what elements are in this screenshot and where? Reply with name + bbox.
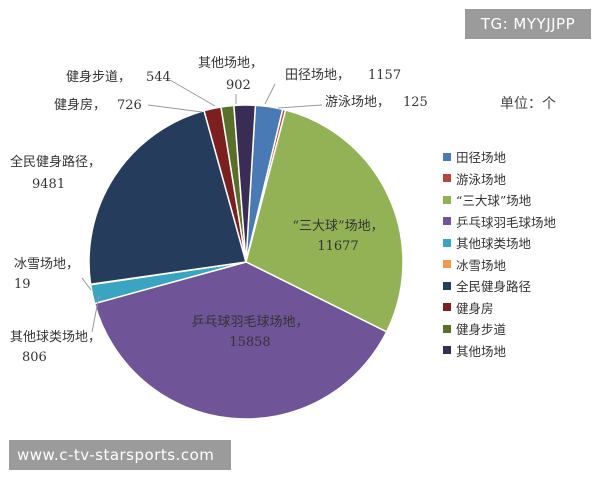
leader-line <box>147 104 203 113</box>
legend-item: 乒乓球羽毛球场地 <box>443 211 556 233</box>
slice-name-label: 乒乓球羽毛球场地， <box>191 315 308 330</box>
legend-label: 其他球类场地 <box>456 236 532 252</box>
slice-name-label: “三大球”场地， <box>292 219 383 234</box>
watermark-top: TG: MYYJJPP <box>465 9 591 39</box>
slice-value-label: 125 <box>403 95 428 110</box>
pie-slice <box>88 109 247 286</box>
leader-line <box>264 83 276 105</box>
unit-label: 单位：个 <box>500 96 556 112</box>
legend-label: 游泳场地 <box>456 171 507 187</box>
slice-name-label: 其他场地， <box>198 56 263 71</box>
legend-item: 健身步道 <box>443 318 556 340</box>
watermark-bottom: www.c-tv-starsports.com <box>9 440 231 470</box>
slice-value-label: 806 <box>22 350 47 365</box>
slice-value-label: 1157 <box>368 68 401 83</box>
legend-swatch <box>443 281 451 290</box>
legend-item: 健身房 <box>443 297 556 319</box>
slice-name-label: 健身房， <box>54 97 106 113</box>
leader-line <box>91 295 100 333</box>
legend-item: 其他场地 <box>443 340 556 362</box>
legend-swatch <box>443 195 451 204</box>
legend-swatch <box>443 174 451 183</box>
leader-line <box>169 79 216 107</box>
legend-item: 其他球类场地 <box>443 232 556 254</box>
leader-line <box>81 277 92 291</box>
legend-swatch <box>443 238 451 247</box>
pie-slice <box>245 109 404 333</box>
legend-item: 游泳场地 <box>443 168 556 190</box>
legend-label: 田径场地 <box>456 150 507 166</box>
legend-label: 健身步道 <box>456 322 507 338</box>
slice-name-label: 其他球类场地， <box>10 330 101 345</box>
legend-label: 冰雪场地 <box>456 257 507 273</box>
slice-name-label: 游泳场地， <box>325 95 390 110</box>
legend-item: “三大球”场地 <box>443 189 556 211</box>
pie-slice <box>93 261 388 420</box>
legend: 田径场地游泳场地 “三大球”场地乒乓球羽毛球场地 其他球类场地 冰雪场地全民健身路径健… <box>443 146 556 361</box>
slice-value-label: 544 <box>146 70 171 85</box>
slice-name-label: 健身步道， <box>66 69 131 85</box>
legend-label: “三大球”场地 <box>456 193 532 209</box>
legend-swatch <box>443 324 451 333</box>
leader-line <box>277 104 323 109</box>
slice-name-label: 全民健身路径， <box>10 154 101 170</box>
legend-swatch <box>443 260 451 269</box>
pie-slice <box>233 104 257 263</box>
legend-swatch <box>443 303 451 312</box>
legend-swatch <box>443 217 451 226</box>
slice-value-label: 11677 <box>317 239 358 254</box>
legend-item: 全民健身路径 <box>443 275 556 297</box>
slice-name-label: 田径场地， <box>285 68 350 83</box>
legend-item: 冰雪场地 <box>443 254 556 276</box>
slice-value-label: 9481 <box>32 177 65 192</box>
legend-label: 全民健身路径 <box>456 279 532 295</box>
slice-name-label: 冰雪场地， <box>14 257 79 272</box>
legend-swatch <box>443 346 451 355</box>
legend-label: 其他场地 <box>456 343 507 359</box>
legend-label: 健身房 <box>456 300 494 316</box>
slice-value-label: 726 <box>117 98 142 113</box>
slice-value-label: 19 <box>14 277 31 292</box>
slice-value-label: 15858 <box>229 335 270 350</box>
legend-item: 田径场地 <box>443 146 556 168</box>
slice-value-label: 902 <box>226 78 251 93</box>
legend-label: 乒乓球羽毛球场地 <box>456 214 557 230</box>
legend-swatch <box>443 152 451 161</box>
